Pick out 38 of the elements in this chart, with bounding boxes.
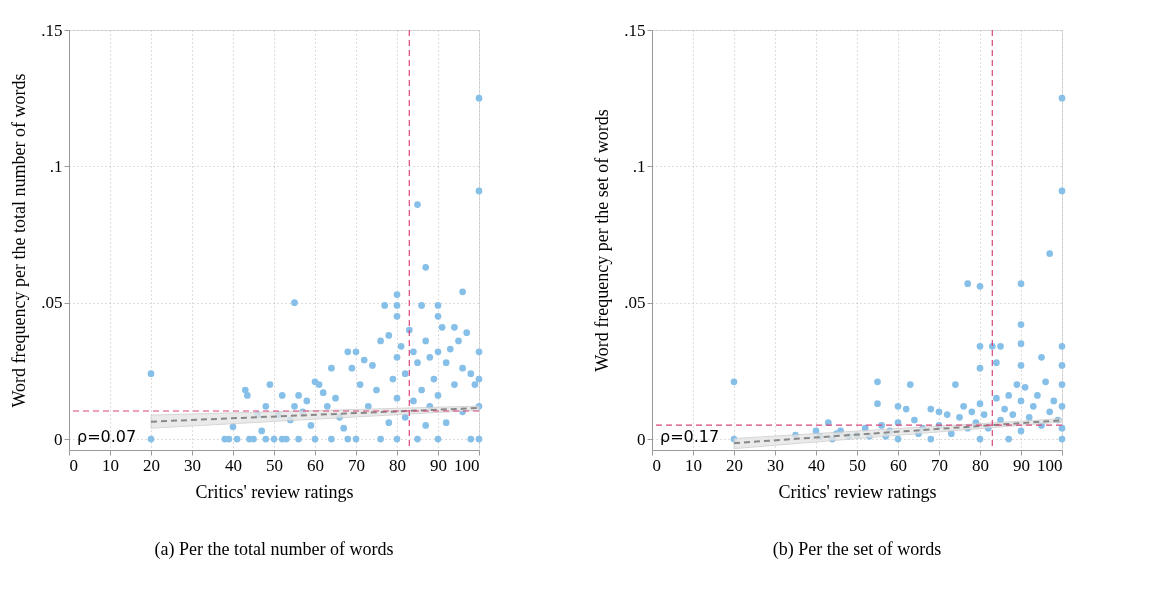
x-tick-label: 20: [143, 455, 160, 475]
x-tick-label: 10: [102, 455, 119, 475]
annotation: ρ=0.17: [660, 427, 720, 446]
x-tick-label: 90: [430, 455, 447, 475]
x-tick-label: 50: [849, 455, 866, 475]
annotation: ρ=0.07: [77, 427, 137, 446]
y-tick-label: 0: [54, 429, 63, 449]
x-tick-label: 90: [1013, 455, 1030, 475]
x-tick-label: 100: [1037, 455, 1063, 475]
x-tick-label: 70: [931, 455, 948, 475]
x-tick-label: 50: [266, 455, 283, 475]
y-tick-label: .15: [624, 20, 646, 40]
x-tick-label: 60: [307, 455, 324, 475]
y-tick-label: .05: [41, 293, 63, 313]
x-tick-label: 40: [225, 455, 242, 475]
y-axis-title: Word frequency per the total number of words: [9, 73, 30, 408]
x-tick-label: 10: [685, 455, 702, 475]
x-axis-title: Critics' review ratings: [195, 481, 354, 502]
y-tick-label: .15: [41, 20, 63, 40]
y-tick-label: 0: [637, 429, 646, 449]
x-tick-label: 80: [972, 455, 989, 475]
text: (b) Per the set of words: [772, 539, 942, 560]
x-tick-label: 0: [652, 455, 661, 475]
y-tick-label: .1: [632, 156, 646, 176]
x-axis-title: Critics' review ratings: [778, 481, 937, 502]
x-tick-label: 80: [389, 455, 406, 475]
x-tick-label: 30: [184, 455, 201, 475]
x-tick-label: 20: [726, 455, 743, 475]
x-tick-label: 100: [454, 455, 480, 475]
x-tick-label: 40: [808, 455, 825, 475]
x-tick-label: 30: [767, 455, 784, 475]
x-tick-label: 70: [348, 455, 365, 475]
y-tick-label: .1: [49, 156, 63, 176]
y-tick-label: .05: [624, 293, 646, 313]
y-axis-title: Word frequency per the set of words: [592, 109, 613, 372]
x-tick-label: 60: [890, 455, 907, 475]
x-tick-label: 0: [69, 455, 78, 475]
text: (a) Per the total number of words: [154, 539, 394, 560]
